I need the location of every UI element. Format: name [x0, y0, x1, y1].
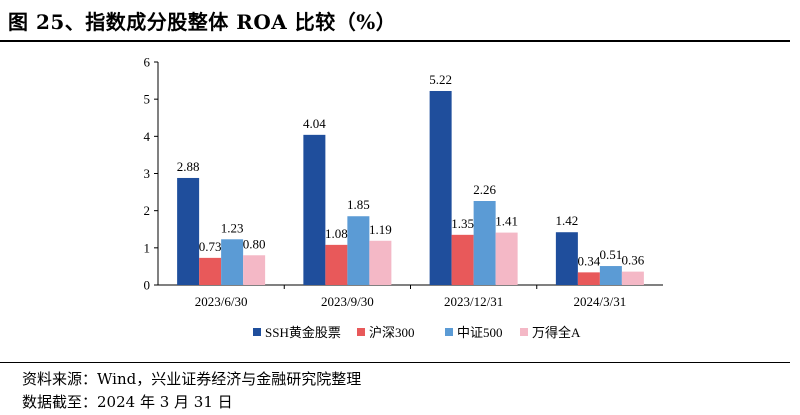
bar [303, 134, 326, 285]
data-label: 0.73 [199, 239, 222, 254]
x-tick-label: 2023/9/30 [321, 294, 374, 309]
bar [555, 232, 578, 285]
legend-label: 万得全A [532, 325, 581, 340]
y-tick-label: 5 [144, 92, 151, 107]
source-note: 资料来源：Wind，兴业证券经济与金融研究院整理 [22, 370, 362, 388]
bar [325, 244, 348, 285]
bottom-rule [0, 362, 790, 363]
roa-bar-chart: 0 1 2 3 4 5 6 2023/6/30 2.88 0.73 1.230.80 2023/9/3… [144, 55, 663, 340]
data-label: 0.51 [600, 247, 623, 262]
y-tick-label: 2 [144, 203, 151, 218]
bar [429, 90, 452, 285]
data-label: 1.42 [556, 213, 579, 228]
bar [199, 257, 222, 285]
x-tick-label: 2024/3/31 [574, 294, 627, 309]
bar [347, 216, 370, 285]
legend-swatch [253, 328, 261, 336]
figure-title: 图 25、指数成分股整体 ROA 比较（%） [8, 10, 397, 34]
data-label: 1.19 [369, 222, 392, 237]
data-label: 2.88 [177, 159, 200, 174]
data-label: 1.85 [347, 197, 370, 212]
bar [369, 240, 392, 285]
data-label: 1.41 [495, 214, 518, 229]
legend-label: 沪深300 [369, 325, 415, 340]
y-tick-label: 0 [144, 278, 151, 293]
data-label: 0.34 [578, 253, 601, 268]
bar [495, 232, 518, 285]
bar [177, 177, 200, 285]
bar [621, 271, 644, 285]
y-tick-label: 3 [144, 166, 151, 181]
date-note: 数据截至：2024 年 3 月 31 日 [22, 393, 233, 411]
data-label: 0.80 [243, 236, 266, 251]
x-tick-label: 2023/12/31 [444, 294, 503, 309]
legend-label: 中证500 [457, 325, 503, 340]
data-label: 0.36 [622, 253, 645, 268]
x-tick-label: 2023/6/30 [195, 294, 248, 309]
legend-swatch [520, 328, 528, 336]
bar [599, 266, 622, 285]
bar [243, 255, 266, 285]
top-rule [0, 40, 790, 42]
data-label: 1.35 [451, 216, 474, 231]
data-label: 4.04 [303, 116, 326, 131]
bar [451, 234, 474, 285]
y-tick-label: 4 [144, 129, 151, 144]
bar [473, 201, 496, 285]
legend-swatch [445, 328, 453, 336]
data-label: 1.08 [325, 226, 348, 241]
legend-swatch [357, 328, 365, 336]
data-label: 1.23 [221, 220, 244, 235]
legend-label: SSH黄金股票 [265, 325, 341, 340]
data-label: 2.26 [473, 182, 496, 197]
bar [221, 239, 244, 285]
y-tick-label: 1 [144, 240, 151, 255]
data-label: 5.22 [429, 72, 452, 87]
bar [577, 272, 600, 285]
y-tick-label: 6 [144, 55, 151, 70]
